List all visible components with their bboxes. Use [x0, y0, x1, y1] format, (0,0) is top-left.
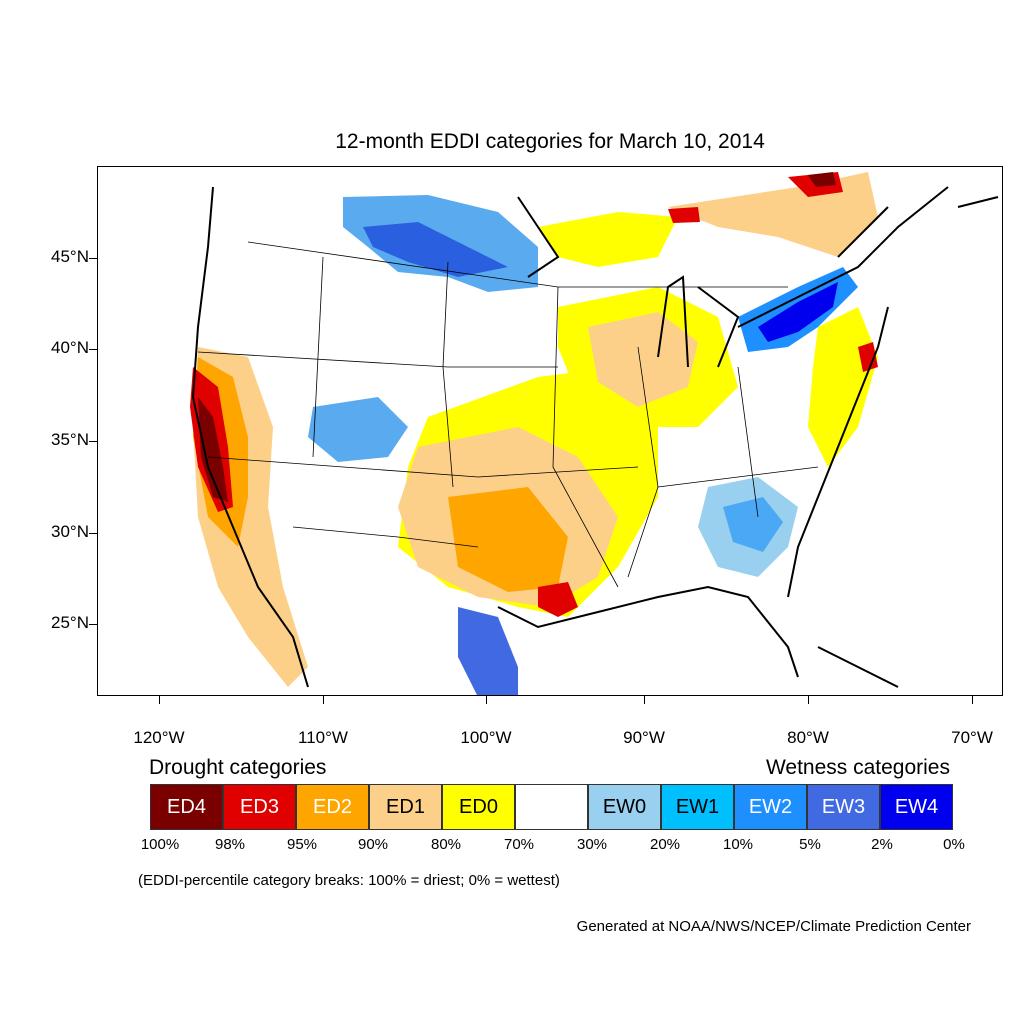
coastlines	[191, 186, 999, 688]
break-label: 80%	[430, 836, 462, 853]
legend-cat-ew4: EW4	[880, 784, 953, 830]
break-label: 30%	[576, 836, 608, 853]
eddi-map	[97, 166, 1003, 696]
legend-cat-ed4: ED4	[150, 784, 223, 830]
drought-texas-ed3	[538, 582, 578, 617]
lon-tick-110	[323, 696, 324, 704]
lat-label-30: 30°N	[51, 522, 89, 541]
lon-tick-100	[486, 696, 487, 704]
drought-east-coast-ed3	[858, 342, 878, 372]
drought-categories-heading: Drought categories	[149, 756, 327, 779]
lon-label-80: 80°W	[787, 728, 829, 747]
lat-label-40: 40°N	[51, 338, 89, 357]
drought-east-coast-ed0	[808, 307, 878, 467]
legend-cat-ew3: EW3	[807, 784, 880, 830]
break-label: 2%	[871, 836, 893, 853]
break-label: 98%	[214, 836, 246, 853]
lon-tick-80	[808, 696, 809, 704]
lat-label-25: 25°N	[51, 613, 89, 632]
lon-label-70: 70°W	[951, 728, 993, 747]
map-title: 12-month EDDI categories for March 10, 2…	[335, 130, 765, 153]
legend-cat-ed2: ED2	[296, 784, 369, 830]
break-label: 5%	[799, 836, 821, 853]
legend-cat-ed1: ED1	[369, 784, 442, 830]
legend-cat-neutral	[515, 784, 588, 830]
break-label: 70%	[503, 836, 535, 853]
wet-region-northeast-core	[758, 282, 838, 342]
lat-label-35: 35°N	[51, 430, 89, 449]
legend-cat-ew2: EW2	[734, 784, 807, 830]
lon-tick-70	[972, 696, 973, 704]
lat-label-45: 45°N	[51, 247, 89, 266]
category-breaks-note: (EDDI-percentile category breaks: 100% =…	[138, 872, 560, 889]
lat-tick-35	[89, 441, 97, 442]
lat-tick-30	[89, 533, 97, 534]
credit-line: Generated at NOAA/NWS/NCEP/Climate Predi…	[576, 918, 971, 935]
legend-cat-ew1: EW1	[661, 784, 734, 830]
break-label: 10%	[722, 836, 754, 853]
lat-tick-25	[89, 624, 97, 625]
legend-cat-ew0: EW0	[588, 784, 661, 830]
state-boundaries	[197, 241, 819, 588]
drought-central-ed2	[448, 487, 568, 592]
wetness-categories-heading: Wetness categories	[765, 756, 950, 779]
break-label: 90%	[357, 836, 389, 853]
wet-region-south-texas	[458, 607, 518, 695]
break-label: 100%	[140, 836, 180, 853]
break-label: 20%	[649, 836, 681, 853]
lon-tick-90	[644, 696, 645, 704]
wet-region-colorado	[308, 397, 408, 462]
lon-label-90: 90°W	[623, 728, 665, 747]
wet-region-southeast-core	[723, 497, 783, 552]
lon-label-120: 120°W	[133, 728, 185, 747]
lat-tick-40	[89, 349, 97, 350]
lon-tick-120	[159, 696, 160, 704]
lon-label-110: 110°W	[298, 728, 348, 747]
drought-lake-superior-ed3	[668, 207, 700, 223]
wet-region-north-plains-core	[363, 222, 508, 277]
legend-cat-ed0: ED0	[442, 784, 515, 830]
break-label: 0%	[943, 836, 965, 853]
drought-north-ed4	[808, 172, 836, 187]
lon-label-100: 100°W	[460, 728, 512, 747]
legend-cat-ed3: ED3	[223, 784, 296, 830]
drought-north-ed0	[538, 212, 678, 267]
break-label: 95%	[286, 836, 318, 853]
category-colorbar: ED4 ED3 ED2 ED1 ED0 EW0 EW1 EW2 EW3 EW4	[150, 784, 953, 830]
drought-west-coast-ed4	[198, 397, 228, 502]
lat-tick-45	[89, 258, 97, 259]
drought-midwest-ed1	[588, 312, 698, 407]
